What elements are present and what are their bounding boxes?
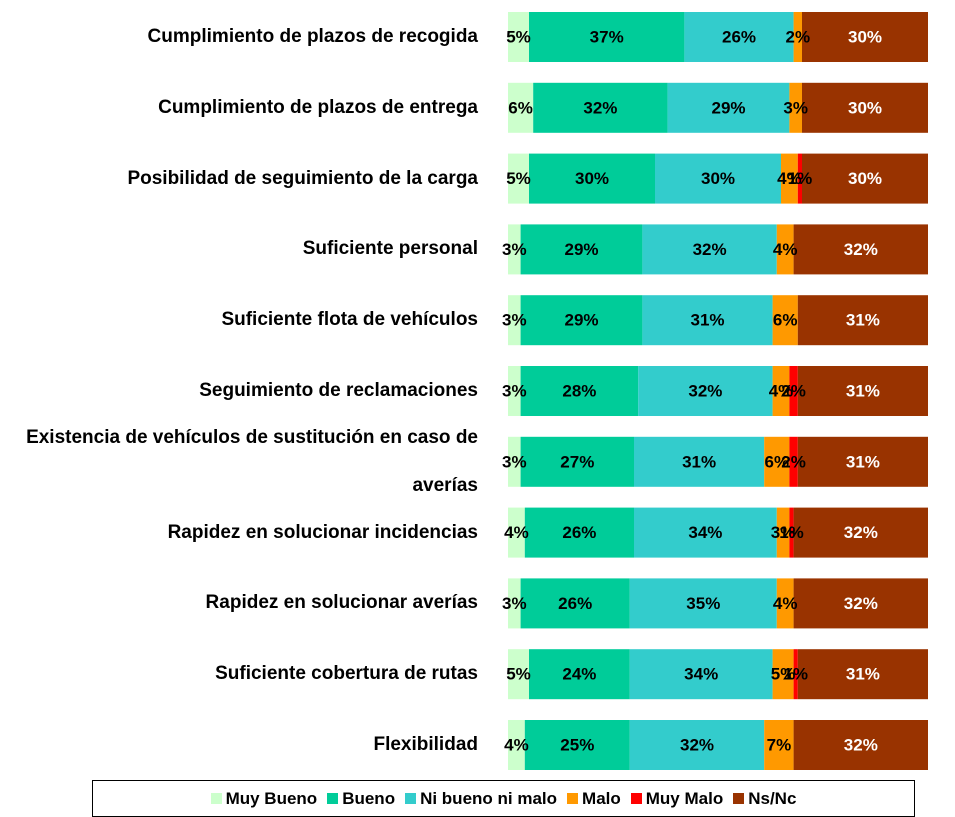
value-label: 2% [781,381,806,400]
value-label: 26% [558,594,592,613]
value-label: 30% [575,169,609,188]
value-label: 31% [846,311,880,330]
legend-label: Bueno [342,789,395,809]
legend-swatch [567,793,578,804]
legend-label: Muy Bueno [226,789,318,809]
legend-swatch [631,793,642,804]
value-label: 26% [562,523,596,542]
value-label: 30% [848,27,882,46]
value-label: 32% [844,523,878,542]
value-label: 30% [701,169,735,188]
category-label: Suficiente personal [0,225,478,273]
legend-item: Malo [567,789,621,809]
value-label: 28% [562,381,596,400]
legend-item: Ns/Nc [733,789,796,809]
category-label: Suficiente flota de vehículos [0,296,478,344]
value-label: 29% [711,98,745,117]
value-label: 24% [562,665,596,684]
category-label: Seguimiento de reclamaciones [0,367,478,415]
value-label: 32% [680,735,714,754]
value-label: 4% [504,523,529,542]
value-label: 31% [690,311,724,330]
legend-item: Ni bueno ni malo [405,789,557,809]
value-label: 2% [786,27,811,46]
value-label: 26% [722,27,756,46]
category-label: Existencia de vehículos de sustitución e… [0,414,478,510]
value-label: 25% [560,735,594,754]
value-label: 32% [693,240,727,259]
chart: 5% 37% 26% 2% 30% 6% 32% 29% 3% 30% 5% 30% 30% 4% 1% 30… [0,0,955,817]
category-label: Posibilidad de seguimiento de la carga [0,155,478,203]
value-label: 1% [779,523,804,542]
value-label: 30% [848,169,882,188]
legend-swatch [405,793,416,804]
legend-swatch [211,793,222,804]
value-label: 32% [583,98,617,117]
category-label: Suficiente cobertura de rutas [0,650,478,698]
legend-label: Ni bueno ni malo [420,789,557,809]
value-label: 34% [688,523,722,542]
legend-item: Bueno [327,789,395,809]
value-label: 34% [684,665,718,684]
value-label: 1% [783,665,808,684]
value-label: 1% [788,169,813,188]
value-label: 5% [506,665,531,684]
value-label: 4% [773,594,798,613]
value-label: 31% [846,381,880,400]
value-label: 29% [564,240,598,259]
value-label: 7% [767,735,792,754]
value-label: 5% [506,169,531,188]
legend-label: Ns/Nc [748,789,796,809]
legend-label: Malo [582,789,621,809]
value-label: 32% [844,735,878,754]
legend-swatch [733,793,744,804]
category-label: Rapidez en solucionar incidencias [0,509,478,557]
category-label: Rapidez en solucionar averías [0,579,478,627]
value-label: 3% [502,452,527,471]
value-label: 31% [846,452,880,471]
legend-label: Muy Malo [646,789,723,809]
value-label: 4% [773,240,798,259]
value-label: 32% [844,240,878,259]
value-label: 3% [502,381,527,400]
legend-item: Muy Bueno [211,789,318,809]
legend-swatch [327,793,338,804]
value-label: 3% [502,240,527,259]
value-label: 4% [504,735,529,754]
legend: Muy Bueno Bueno Ni bueno ni malo Malo Muy Ma… [92,780,915,817]
value-label: 3% [502,311,527,330]
value-label: 32% [688,381,722,400]
value-label: 6% [508,98,533,117]
value-label: 32% [844,594,878,613]
category-label: Flexibilidad [0,721,478,769]
value-label: 3% [502,594,527,613]
value-label: 27% [560,452,594,471]
value-label: 31% [682,452,716,471]
category-label: Cumplimiento de plazos de entrega [0,84,478,132]
value-label: 2% [781,452,806,471]
value-label: 29% [564,311,598,330]
value-label: 6% [773,311,798,330]
value-label: 37% [590,27,624,46]
category-label: Cumplimiento de plazos de recogida [0,13,478,61]
value-label: 5% [506,27,531,46]
value-label: 31% [846,665,880,684]
value-label: 3% [783,98,808,117]
value-label: 30% [848,98,882,117]
legend-item: Muy Malo [631,789,723,809]
value-label: 35% [686,594,720,613]
